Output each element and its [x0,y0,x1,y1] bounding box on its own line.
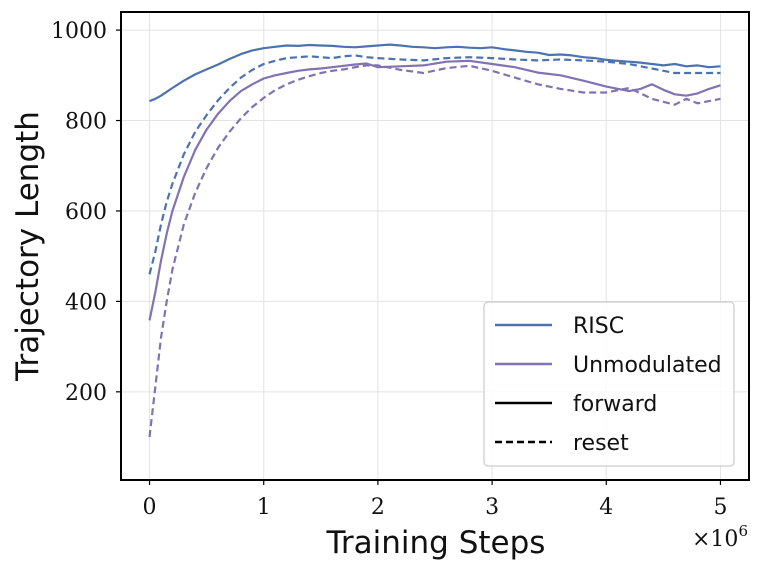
legend-items: RISC Unmodulated forward reset [495,314,722,456]
x-tick-label-0: 0 [143,495,157,520]
x-axis-ticks: 0 1 2 3 4 5 [143,480,727,520]
x-tick-label-4: 4 [599,495,613,520]
grid [121,12,749,480]
series-line-risc-reset [148,54,721,275]
y-tick-label-2: 600 [65,200,107,225]
legend: RISC Unmodulated forward reset [483,301,735,467]
y-tick-label-0: 200 [65,381,107,406]
x-axis-multiplier-base: ×10 [692,527,738,552]
y-axis-ticks: 200 400 600 800 1000 [51,19,121,406]
legend-label-reset: reset [573,431,629,456]
legend-label-risc: RISC [573,314,624,339]
x-tick-label-2: 2 [371,495,385,520]
series-line-unmodulated-forward [148,59,721,321]
y-tick-label-3: 800 [65,110,107,135]
x-axis-multiplier: ×106 [692,522,748,552]
y-tick-label-1: 400 [65,290,107,315]
y-axis-title: Trajectory Length [10,111,46,382]
x-tick-label-3: 3 [485,495,499,520]
x-tick-label-1: 1 [257,495,271,520]
x-tick-label-5: 5 [713,495,727,520]
plot-frame [120,11,750,481]
legend-label-unmodulated: Unmodulated [573,353,722,378]
series-line-risc-forward [149,43,721,103]
plot-lines [148,43,721,438]
x-axis-multiplier-exponent: 6 [738,522,748,540]
y-tick-label-4: 1000 [51,19,107,44]
series-line-unmodulated-reset [148,64,721,438]
legend-box [483,301,735,467]
legend-label-forward: forward [573,392,657,417]
x-axis-title: Training Steps [326,525,546,561]
